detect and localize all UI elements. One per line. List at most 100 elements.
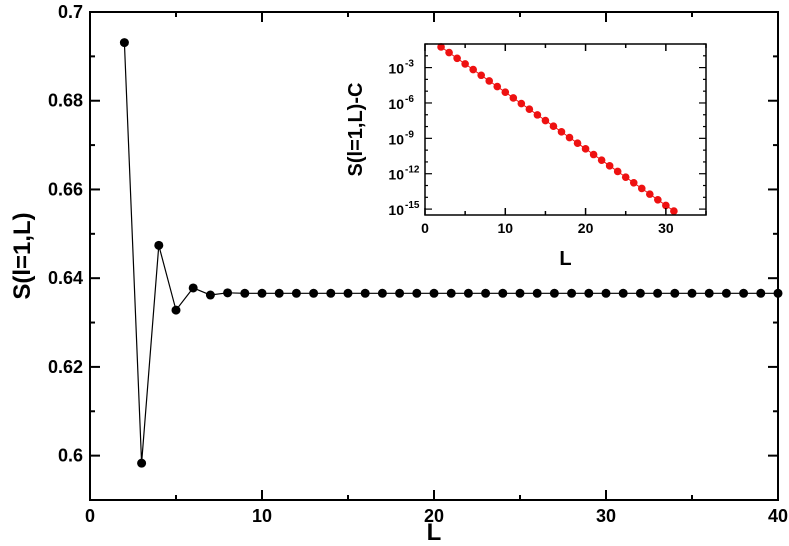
- main-data-point: [687, 288, 697, 298]
- inset-x-tick-label: 10: [497, 220, 513, 236]
- inset-data-point: [581, 145, 590, 153]
- inset-x-tick-label: 30: [658, 220, 674, 236]
- inset-data-point: [501, 88, 510, 97]
- main-data-point: [188, 283, 198, 293]
- inset-y-tick-exponent: -12: [405, 165, 420, 176]
- inset-data-point: [621, 173, 630, 181]
- main-data-point: [756, 288, 766, 298]
- y-tick-label: 0.7: [58, 2, 83, 22]
- y-tick-label: 0.64: [48, 268, 83, 288]
- main-data-point: [704, 288, 714, 298]
- inset-data-point: [646, 190, 654, 198]
- inset-y-tick-label: 10: [388, 61, 404, 77]
- inset-data-point: [469, 65, 477, 74]
- main-data-point: [326, 288, 336, 298]
- inset-y-tick-exponent: -3: [405, 59, 414, 70]
- inset-data-point: [654, 195, 662, 204]
- main-data-point: [343, 288, 353, 298]
- inset-data-point: [637, 184, 646, 193]
- main-y-axis-label: S(l=1,L): [9, 212, 36, 299]
- x-tick-label: 10: [252, 506, 272, 526]
- inset-data-point: [461, 60, 469, 68]
- inset-data-point: [662, 201, 670, 210]
- inset-y-tick-label: 10: [388, 167, 404, 183]
- inset-y-tick-label: 10: [388, 131, 404, 147]
- inset-data-point: [445, 48, 453, 57]
- inset-plot-frame: [424, 43, 707, 216]
- inset-data-point: [573, 139, 582, 147]
- main-x-axis-label: L: [427, 519, 442, 546]
- y-tick-label: 0.62: [48, 357, 83, 377]
- main-data-point: [463, 288, 473, 298]
- main-data-point: [567, 288, 577, 298]
- main-data-point: [309, 288, 319, 298]
- main-data-point: [584, 288, 594, 298]
- inset-y-tick-label: 10: [388, 202, 404, 218]
- inset-data-point: [509, 94, 518, 102]
- main-data-point: [223, 288, 233, 298]
- inset-data-point: [533, 111, 542, 119]
- inset-data-point: [517, 99, 526, 108]
- y-tick-label: 0.66: [48, 179, 83, 199]
- main-data-point: [721, 288, 731, 298]
- inset-data-point: [605, 162, 614, 170]
- main-data-point: [154, 240, 164, 250]
- inset-data-point: [557, 128, 566, 136]
- x-tick-label: 40: [768, 506, 788, 526]
- main-data-point: [412, 288, 422, 298]
- main-data-point: [618, 288, 628, 298]
- main-data-point: [635, 288, 645, 298]
- main-data-point: [670, 288, 680, 298]
- x-tick-label: 30: [596, 506, 616, 526]
- inset-y-axis-label: S(l=1,L)-C: [345, 83, 367, 177]
- y-tick-label: 0.68: [48, 91, 83, 111]
- main-plot: 0 10 20 30 40 0.6 0.62 0.64 0.66 0.68 0.7 L S(l=1,…: [9, 2, 788, 546]
- main-data-point: [653, 288, 663, 298]
- main-data-point: [119, 38, 129, 48]
- main-data-point: [205, 290, 215, 300]
- inset-data-point: [453, 54, 461, 63]
- inset-data-point: [597, 156, 606, 164]
- main-data-point: [377, 288, 387, 298]
- inset-x-tick-label: 20: [578, 220, 594, 236]
- inset-data-point: [670, 207, 678, 215]
- main-data-point: [498, 288, 508, 298]
- main-data-point: [549, 288, 559, 298]
- inset-data-point: [477, 71, 486, 80]
- inset-data-point: [613, 167, 622, 176]
- main-data-point: [171, 305, 181, 315]
- inset-x-tick-label: 0: [421, 220, 429, 236]
- inset-data-point: [589, 150, 598, 159]
- x-tick-label: 0: [85, 506, 95, 526]
- inset-data-point: [485, 77, 494, 85]
- inset-data-point: [437, 43, 445, 51]
- inset-y-tick-exponent: -6: [405, 94, 414, 105]
- main-data-point: [739, 288, 749, 298]
- inset-data-point: [493, 82, 502, 91]
- inset-series: [437, 43, 678, 215]
- x-tick-label: 20: [424, 506, 444, 526]
- main-data-point: [429, 288, 439, 298]
- main-data-point: [395, 288, 405, 298]
- main-data-point: [481, 288, 491, 298]
- inset-y-tick-label: 10: [388, 96, 404, 112]
- main-data-point: [257, 288, 267, 298]
- inset-x-axis-label: L: [559, 248, 571, 270]
- main-data-point: [360, 288, 370, 298]
- inset-y-tick-exponent: -9: [405, 129, 414, 140]
- main-data-point: [515, 288, 525, 298]
- main-data-point: [274, 288, 284, 298]
- main-data-point: [240, 288, 250, 298]
- main-data-point: [773, 288, 783, 298]
- inset-data-point: [565, 133, 574, 142]
- inset-data-point: [549, 122, 558, 130]
- inset-data-point: [629, 179, 638, 187]
- main-data-point: [291, 288, 301, 298]
- inset-data-point: [525, 105, 534, 114]
- inset-background: [425, 44, 706, 215]
- main-series: [119, 38, 783, 468]
- main-data-point: [137, 458, 147, 468]
